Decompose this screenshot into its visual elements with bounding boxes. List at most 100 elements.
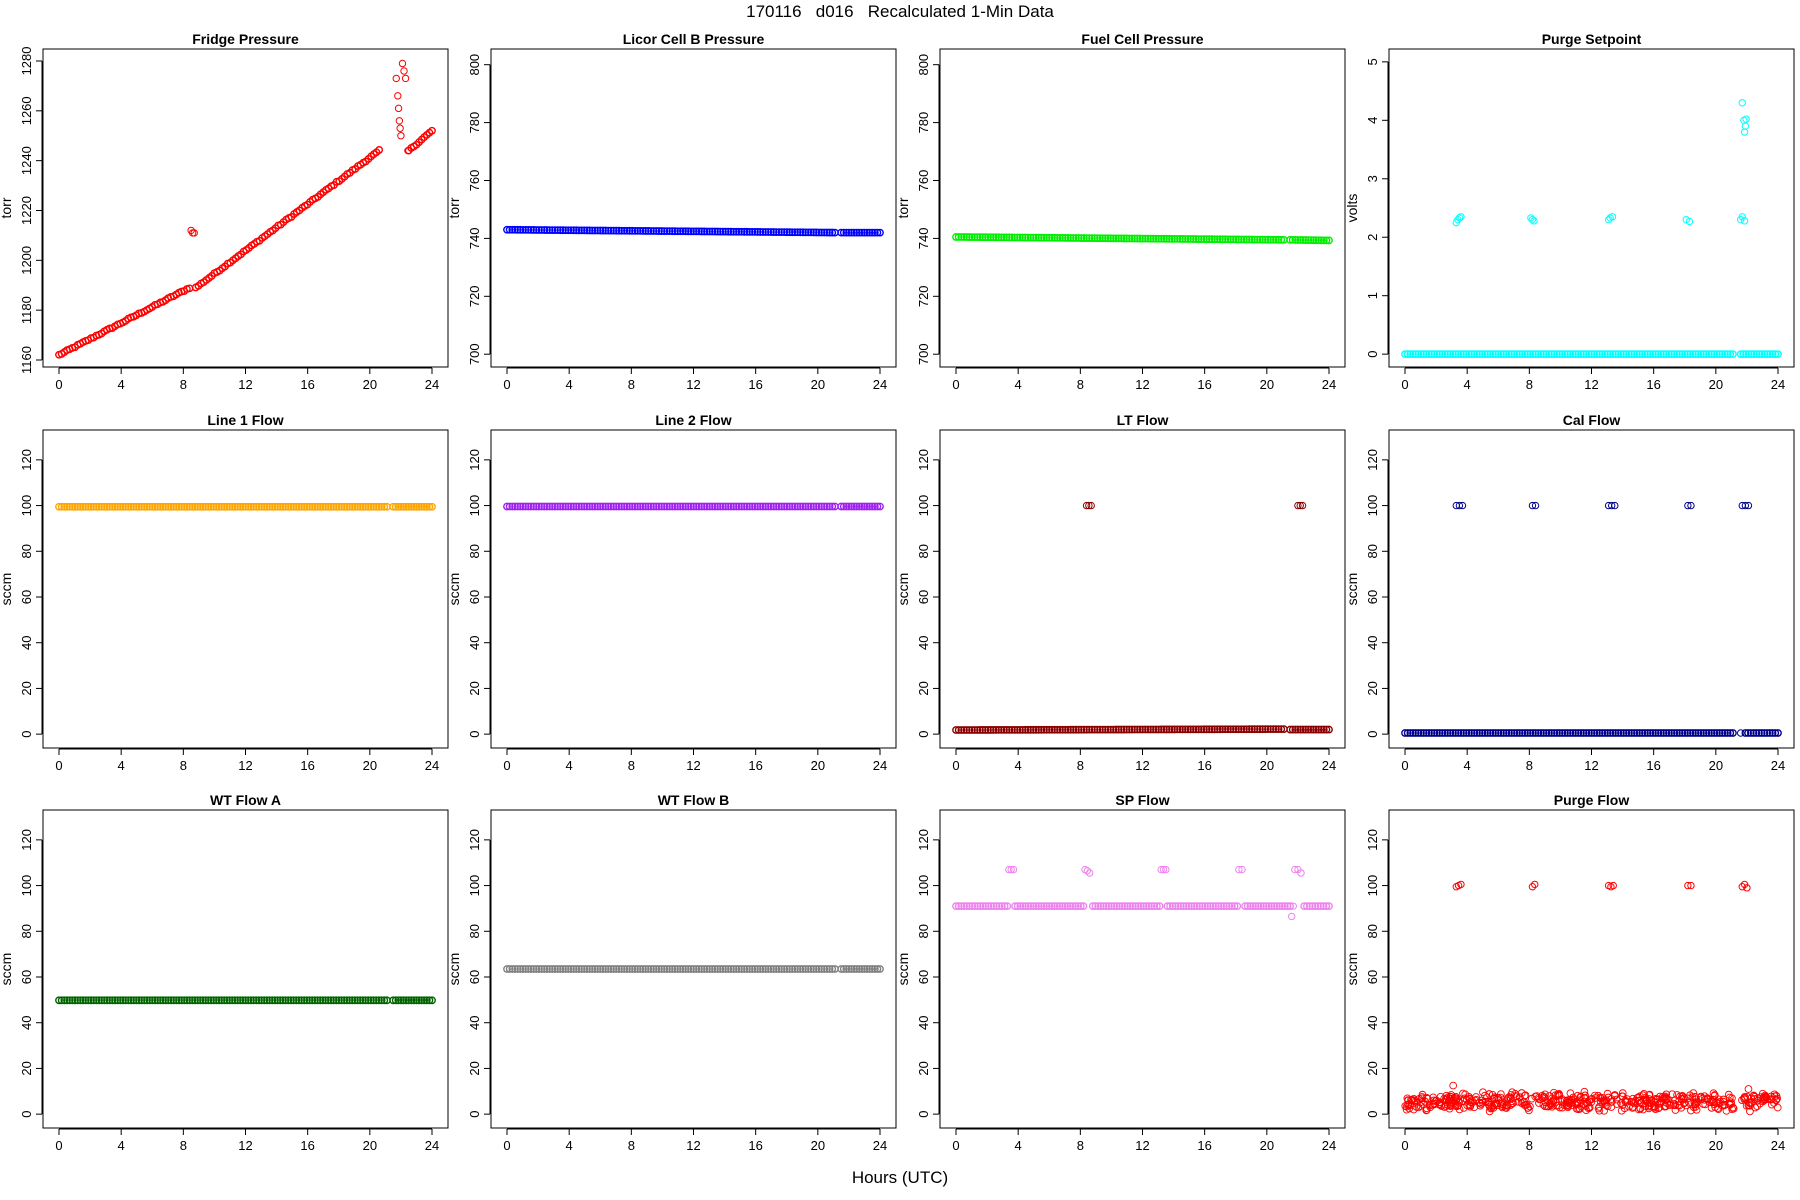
data-point xyxy=(697,965,706,973)
data-point xyxy=(524,502,533,511)
data-point xyxy=(713,502,722,511)
data-point xyxy=(804,228,813,237)
data-point xyxy=(992,902,1001,911)
data-point xyxy=(780,502,789,511)
data-point xyxy=(1649,1102,1658,1110)
data-point xyxy=(1297,869,1305,877)
data-point xyxy=(984,902,993,911)
data-point xyxy=(1619,350,1628,359)
data-point xyxy=(1542,350,1551,359)
data-point xyxy=(1760,729,1769,737)
data-point xyxy=(807,228,815,237)
data-point xyxy=(751,965,759,973)
data-point xyxy=(837,502,846,511)
data-point xyxy=(417,502,426,511)
y-axis-label: torr xyxy=(0,197,14,218)
data-point xyxy=(398,59,407,68)
data-point xyxy=(681,502,690,511)
data-point xyxy=(857,965,866,973)
data-point xyxy=(84,996,93,1005)
data-point xyxy=(580,502,589,511)
data-band xyxy=(1741,729,1782,737)
data-point xyxy=(121,502,130,511)
data-point xyxy=(981,233,990,242)
y-tick-label: 120 xyxy=(19,449,34,471)
data-point xyxy=(812,502,821,511)
data-point xyxy=(729,502,738,511)
data-point xyxy=(591,965,599,973)
data-point xyxy=(1539,1100,1548,1109)
data-point xyxy=(1673,350,1681,359)
plot-frame xyxy=(490,429,897,749)
y-tick-label: 1240 xyxy=(19,146,34,175)
data-point xyxy=(689,227,698,236)
data-point xyxy=(1617,350,1625,359)
data-point xyxy=(1264,725,1272,734)
data-point xyxy=(201,996,210,1005)
data-point xyxy=(151,996,159,1005)
data-point xyxy=(319,502,327,511)
y-tick-label: 20 xyxy=(1365,681,1380,695)
data-point xyxy=(505,225,514,234)
data-point xyxy=(1579,350,1588,359)
data-point xyxy=(209,502,218,511)
panel-title: Purge Flow xyxy=(1554,792,1630,808)
data-point xyxy=(556,226,565,235)
x-tick-label: 20 xyxy=(363,758,377,773)
data-point xyxy=(1202,235,1211,244)
data-point xyxy=(1296,725,1305,734)
data-point xyxy=(1645,1095,1654,1103)
data-point xyxy=(756,965,765,973)
data-point xyxy=(1691,729,1700,737)
data-point xyxy=(236,502,245,511)
data-point xyxy=(348,996,357,1005)
data-point xyxy=(556,502,565,511)
data-point xyxy=(649,227,658,235)
data-point xyxy=(1529,729,1537,737)
data-point xyxy=(607,502,615,511)
data-point xyxy=(639,502,647,511)
data-point xyxy=(1242,235,1251,244)
data-point xyxy=(1228,902,1236,911)
data-point xyxy=(1574,729,1583,737)
data-point xyxy=(631,965,639,973)
data-point xyxy=(215,996,223,1005)
y-tick-label: 20 xyxy=(467,1061,482,1075)
data-band xyxy=(837,228,884,237)
data-point xyxy=(1707,729,1716,737)
data-point xyxy=(129,502,138,511)
data-point xyxy=(79,996,87,1005)
data-point xyxy=(641,502,650,511)
data-point xyxy=(1087,501,1095,510)
data-point xyxy=(1283,902,1292,911)
data-point xyxy=(185,996,194,1005)
data-point xyxy=(1193,902,1201,911)
data-point xyxy=(1635,350,1644,359)
data-point xyxy=(697,227,706,236)
data-point xyxy=(1402,1102,1411,1111)
data-point xyxy=(1651,350,1660,359)
data-point xyxy=(713,965,722,973)
data-point xyxy=(1494,350,1503,359)
data-point xyxy=(1026,725,1035,734)
data-point xyxy=(1752,350,1761,359)
data-point xyxy=(1311,902,1320,911)
data-point xyxy=(559,226,567,235)
data-point xyxy=(1510,350,1519,359)
data-point xyxy=(1622,729,1631,737)
x-tick-label: 12 xyxy=(686,1138,700,1153)
data-point xyxy=(191,502,199,511)
y-axis-label: sccm xyxy=(895,953,911,986)
data-point xyxy=(1534,350,1543,359)
data-point xyxy=(801,965,810,973)
data-point xyxy=(1437,1102,1446,1110)
data-point xyxy=(159,996,167,1005)
x-tick-label: 0 xyxy=(1401,377,1408,392)
data-point xyxy=(153,502,162,511)
data-point xyxy=(1553,729,1561,737)
data-point xyxy=(1288,725,1297,734)
data-point xyxy=(745,502,754,511)
data-point xyxy=(1526,1102,1534,1111)
data-point xyxy=(1304,236,1313,245)
